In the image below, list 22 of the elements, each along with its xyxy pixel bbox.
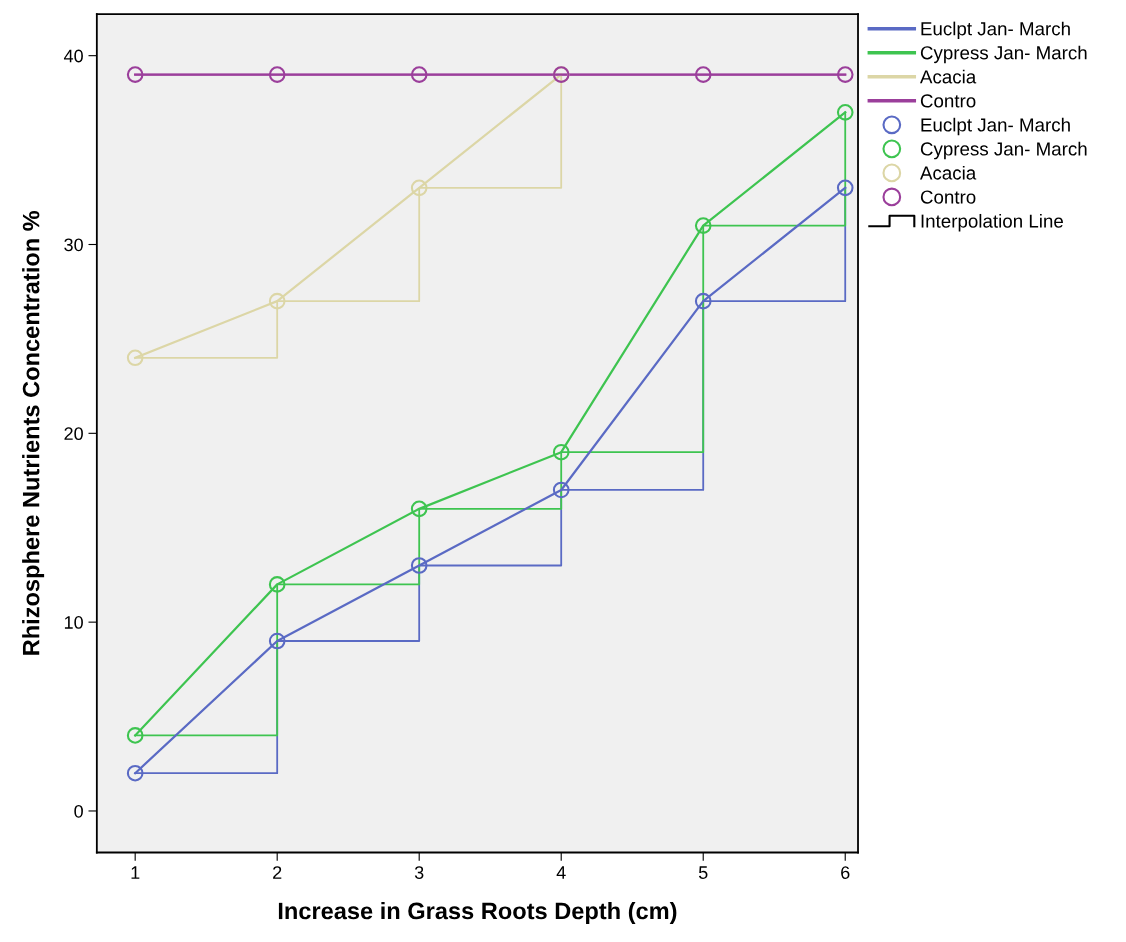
y-tick-label: 20 — [64, 427, 83, 441]
legend-label: Acacia — [919, 165, 977, 180]
y-tick-label: 30 — [64, 238, 83, 252]
x-tick-label: 3 — [414, 866, 424, 879]
y-tick-label: 40 — [63, 49, 83, 63]
legend-label: Euclpt Jan- March — [921, 117, 1070, 136]
legend-label: Contro — [920, 190, 976, 204]
x-tick-label: 5 — [698, 866, 708, 879]
x-tick-label: 2 — [273, 866, 282, 879]
legend-label: Euclpt Jan- March — [921, 21, 1070, 40]
x-tick-label: 6 — [841, 866, 850, 879]
x-axis-title: Increase in Grass Roots Depth (cm) — [278, 901, 677, 924]
legend-label: Cypress Jan- March — [920, 141, 1087, 160]
legend-label: Acacia — [919, 69, 977, 84]
y-tick-label: 0 — [74, 804, 83, 818]
text: Interpolation Line — [921, 213, 1063, 232]
x-tick-label: 1 — [131, 866, 140, 879]
legend-label: Contro — [920, 94, 976, 108]
y-tick-label: 10 — [64, 616, 83, 629]
legend-label: Cypress Jan- March — [920, 45, 1087, 64]
x-tick-label: 4 — [556, 866, 566, 879]
y-axis-title: Rhizosphere Nutrients Concentration % — [22, 210, 45, 655]
